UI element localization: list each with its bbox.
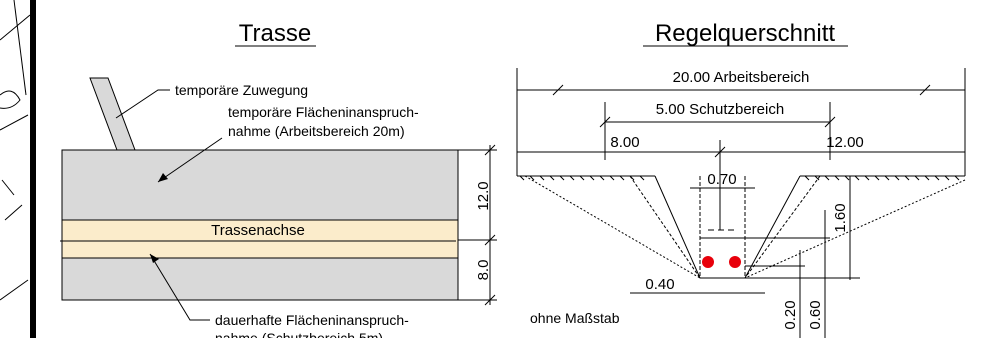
map-fragment	[0, 0, 31, 301]
dimension-label: 0.40	[645, 276, 674, 293]
permanent-label: dauerhafte Flächeninanspruch-	[215, 312, 409, 328]
plan-title: Trasse	[239, 20, 311, 47]
dimension-lines	[516, 68, 966, 338]
temporary-area	[61, 257, 459, 301]
arrow	[150, 254, 159, 263]
dimension-label: 12.00	[826, 134, 864, 151]
dimension-label: 8.00	[610, 134, 639, 151]
section-title: Regelquerschnitt	[655, 20, 835, 47]
temporary-label: temporäre Flächeninanspruch-	[228, 104, 419, 120]
access-road	[89, 77, 136, 151]
axis-label: Trassenachse	[211, 222, 305, 239]
arrow	[158, 173, 168, 182]
leader	[149, 253, 210, 321]
scale-note: ohne Maßstab	[530, 310, 620, 326]
dimension-label: 12.0	[475, 181, 492, 210]
leader	[157, 137, 223, 183]
temporary-label: nahme (Arbeitsbereich 20m)	[228, 123, 405, 139]
access-label: temporäre Zuwegung	[175, 82, 308, 98]
trench	[517, 175, 966, 279]
dimension-label: 0.60	[807, 300, 824, 329]
dimension-label: 20.00 Arbeitsbereich	[673, 69, 810, 86]
temporary-area	[61, 149, 459, 221]
leader	[115, 89, 170, 119]
dimension-label: 5.00 Schutzbereich	[656, 101, 784, 118]
divider	[30, 0, 36, 338]
permanent-label: nahme (Schutzbereich 5m)	[215, 330, 383, 338]
plan-dimensions	[458, 144, 497, 306]
dimension-label: 1.60	[832, 203, 849, 232]
dimension-label: 8.0	[475, 260, 492, 281]
dimension-label: 0.20	[782, 300, 799, 329]
dimension-label: 0.70	[707, 171, 736, 188]
